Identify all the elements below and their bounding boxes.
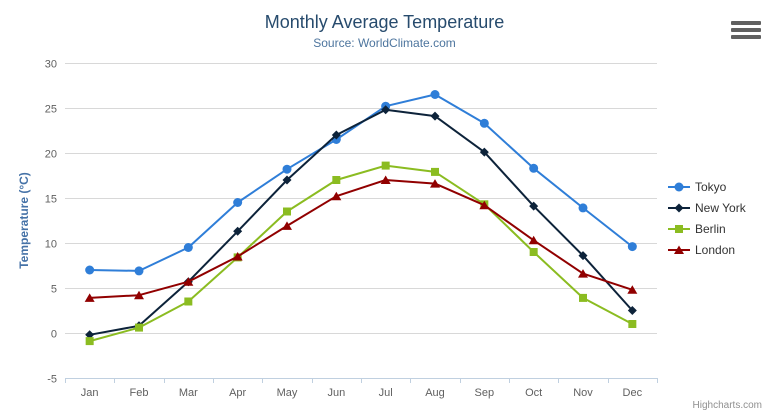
triangle-marker — [479, 200, 490, 210]
series-line — [89, 108, 634, 336]
square-legend-icon — [668, 224, 690, 233]
circle-marker — [578, 203, 588, 213]
square-marker — [85, 337, 94, 346]
x-axis-tick-label: Jan — [81, 387, 99, 399]
legend-item-new-york[interactable]: New York — [668, 197, 746, 218]
square-marker — [184, 297, 193, 306]
series-line — [89, 164, 633, 343]
triangle-marker — [183, 277, 194, 286]
diamond-marker — [282, 175, 292, 185]
diamond-marker — [381, 105, 391, 115]
circle-marker — [529, 163, 539, 173]
y-axis-title: Temperature (°C) — [17, 172, 31, 269]
x-axis-tick-label: Oct — [525, 387, 542, 399]
series-new-york — [85, 105, 637, 340]
square-marker — [579, 293, 587, 302]
legend-label: New York — [695, 200, 746, 215]
diamond-marker — [674, 203, 684, 212]
x-axis-tick-label: Feb — [130, 387, 149, 399]
diamond-marker — [529, 201, 539, 211]
diamond-marker — [85, 330, 95, 340]
diamond-marker — [627, 306, 637, 315]
triangle-marker — [232, 252, 243, 261]
triangle-marker — [84, 293, 95, 302]
triangle-marker — [134, 290, 144, 300]
series-london — [84, 175, 638, 302]
triangle-marker — [578, 269, 588, 278]
y-axis-tick-label: 0 — [51, 329, 57, 341]
x-axis-tick-label: Jul — [379, 387, 393, 399]
square-marker — [529, 248, 538, 256]
triangle-legend-icon — [668, 245, 690, 254]
y-axis-tick-label: 5 — [51, 284, 57, 296]
y-axis-tick-label: 10 — [45, 239, 57, 251]
x-axis-tick-label: Dec — [623, 387, 643, 399]
triangle-marker — [627, 285, 638, 294]
legend-item-london[interactable]: London — [668, 239, 746, 260]
chart-context-menu-button[interactable] — [731, 21, 761, 39]
legend-item-berlin[interactable]: Berlin — [668, 218, 746, 239]
circle-marker — [233, 198, 243, 207]
square-marker — [332, 176, 341, 184]
triangle-marker — [380, 175, 391, 184]
circle-marker — [430, 90, 440, 99]
circle-marker — [85, 265, 95, 275]
chart-subtitle: Source: WorldClimate.com — [313, 36, 456, 50]
circle-marker — [282, 164, 292, 174]
legend-label: Tokyo — [695, 179, 727, 194]
y-axis-tick-label: 15 — [45, 194, 57, 206]
x-axis-tick-label: Nov — [573, 387, 593, 399]
series-line — [89, 179, 633, 299]
circle-marker — [479, 118, 489, 128]
series-tokyo — [85, 90, 637, 276]
x-axis-tick-label: Aug — [425, 387, 445, 399]
legend: Tokyo New York Berlin London — [668, 176, 746, 260]
square-marker — [431, 167, 439, 176]
y-axis-tick-label: 20 — [45, 149, 57, 161]
square-marker — [135, 323, 143, 332]
chart-title: Monthly Average Temperature — [264, 12, 505, 32]
square-marker — [381, 161, 390, 170]
diamond-marker — [331, 130, 341, 140]
y-axis-tick-label: 30 — [45, 59, 57, 71]
triangle-marker — [282, 221, 292, 230]
diamond-legend-icon — [668, 203, 690, 212]
square-marker — [675, 224, 683, 233]
x-axis-tick-label: Jun — [327, 387, 345, 399]
triangle-marker — [528, 235, 539, 245]
hamburger-icon — [731, 28, 761, 32]
square-marker — [628, 320, 637, 328]
hamburger-icon — [731, 35, 761, 39]
y-axis-tick-label: -5 — [47, 374, 57, 386]
circle-marker — [134, 266, 144, 276]
diamond-marker — [479, 147, 489, 157]
series-line — [89, 93, 633, 272]
circle-legend-icon — [668, 182, 690, 191]
y-axis-tick-label: 25 — [45, 104, 57, 116]
circle-marker — [183, 243, 193, 252]
diamond-marker — [578, 251, 588, 261]
square-marker — [283, 207, 291, 216]
circle-marker — [674, 182, 684, 191]
x-axis-tick-label: Apr — [229, 387, 246, 399]
legend-label: London — [695, 242, 736, 257]
triangle-marker — [674, 245, 684, 254]
diamond-marker — [233, 226, 243, 236]
diamond-marker — [430, 111, 440, 121]
x-axis-tick-label: Sep — [475, 387, 495, 399]
triangle-marker — [430, 179, 440, 188]
legend-label: Berlin — [695, 221, 726, 236]
x-axis-tick-label: May — [277, 387, 298, 399]
x-axis-tick-label: Mar — [179, 387, 198, 399]
legend-item-tokyo[interactable]: Tokyo — [668, 176, 746, 197]
triangle-marker — [331, 191, 342, 201]
hamburger-icon — [731, 21, 761, 25]
circle-marker — [627, 242, 637, 252]
highcharts-credits[interactable]: Highcharts.com — [692, 400, 762, 411]
